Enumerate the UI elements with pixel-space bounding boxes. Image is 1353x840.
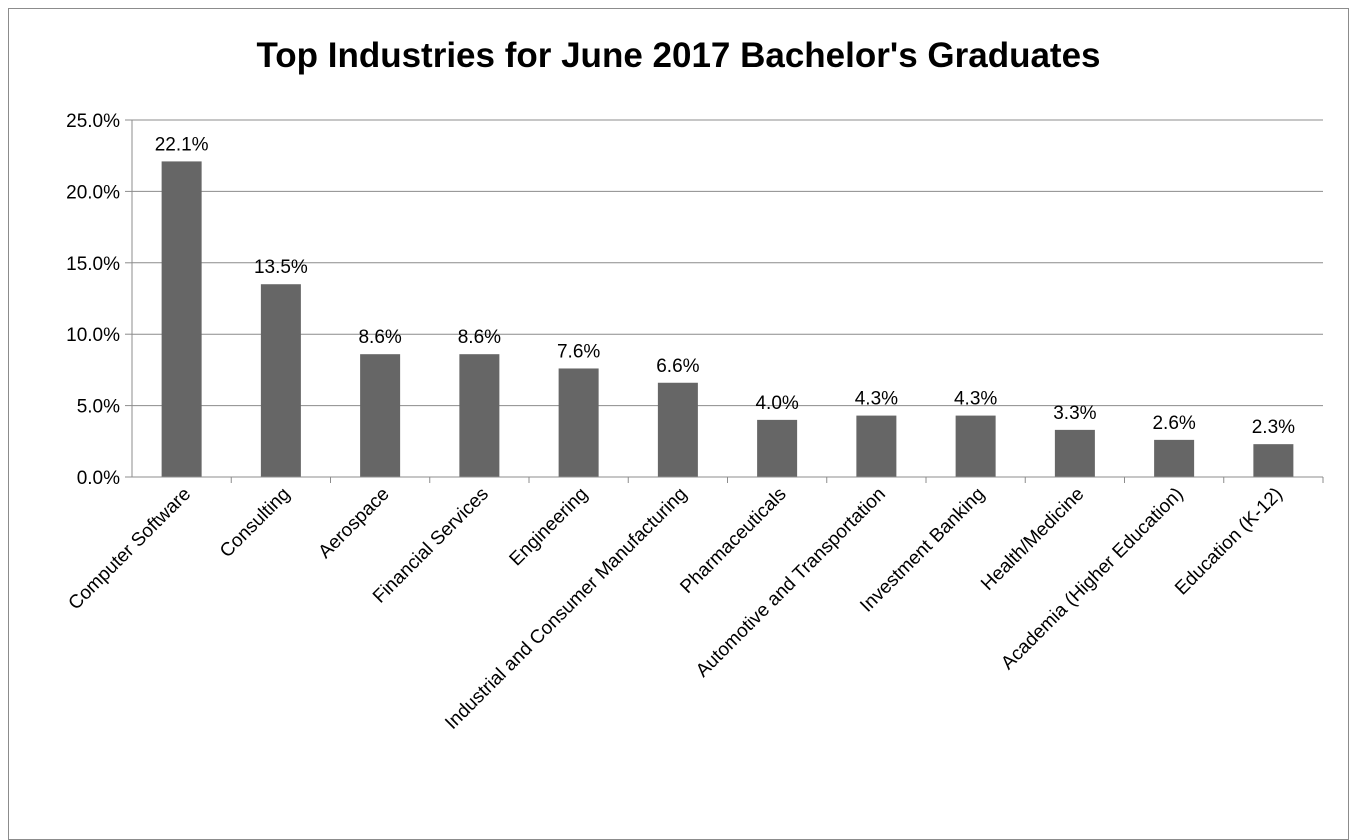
- y-tick-label: 5.0%: [77, 397, 120, 418]
- bar: [1054, 429, 1095, 477]
- bar: [657, 382, 698, 477]
- x-tick-label: Pharmaceuticals: [676, 484, 790, 598]
- y-tick-label: 20.0%: [66, 182, 120, 203]
- bar: [360, 354, 401, 477]
- y-tick-label: 25.0%: [66, 111, 120, 132]
- data-label: 6.6%: [656, 356, 699, 377]
- bar: [1253, 444, 1294, 477]
- x-axis: Computer Software Consulting AerospaceFina…: [65, 476, 1324, 734]
- bar: [459, 354, 500, 477]
- x-tick-label: Computer Software: [65, 484, 196, 615]
- y-axis: 0.0% 5.0% 10.0% 15.0% 20.0% 25.0%: [66, 111, 133, 489]
- chart-title: Top Industries for June 2017 Bachelor's …: [256, 36, 1101, 75]
- y-tick-label: 10.0%: [66, 325, 120, 346]
- data-label: 7.6%: [557, 341, 600, 362]
- data-label: 4.0%: [755, 393, 798, 414]
- x-tick-label: Automotive and Transportation: [692, 484, 890, 682]
- x-tick-label: Education (K-12): [1171, 484, 1287, 600]
- data-label: 4.3%: [855, 389, 898, 410]
- x-tick-label: Aerospace: [315, 484, 394, 563]
- data-labels: 22.1% 13.5% 8.6% 8.6% 7.6% 6.6% 4.0% 4.3% 4.3% 3.…: [155, 134, 1295, 438]
- data-label: 2.3%: [1252, 417, 1295, 438]
- bar: [161, 161, 202, 478]
- gridlines: [132, 119, 1323, 478]
- x-tick-label: Health/Medicine: [977, 484, 1088, 595]
- data-label: 4.3%: [954, 389, 997, 410]
- bar: [1154, 439, 1195, 477]
- data-label: 2.6%: [1152, 413, 1195, 434]
- bar: [856, 415, 897, 477]
- data-label: 8.6%: [458, 327, 501, 348]
- data-label: 8.6%: [358, 327, 401, 348]
- x-tick-label: Engineering: [506, 484, 593, 571]
- x-tick-label: Academia (Higher Education): [997, 484, 1187, 674]
- data-label: 22.1%: [155, 134, 209, 155]
- bar: [260, 284, 301, 477]
- bar: [757, 419, 798, 477]
- y-tick-label: 0.0%: [77, 468, 120, 489]
- data-label: 3.3%: [1053, 403, 1096, 424]
- y-tick-label: 15.0%: [66, 254, 120, 275]
- data-label: 13.5%: [254, 257, 308, 278]
- bars: [161, 161, 1294, 478]
- bar: [558, 368, 599, 477]
- x-tick-label: Consulting: [216, 484, 294, 562]
- bar: [955, 415, 996, 477]
